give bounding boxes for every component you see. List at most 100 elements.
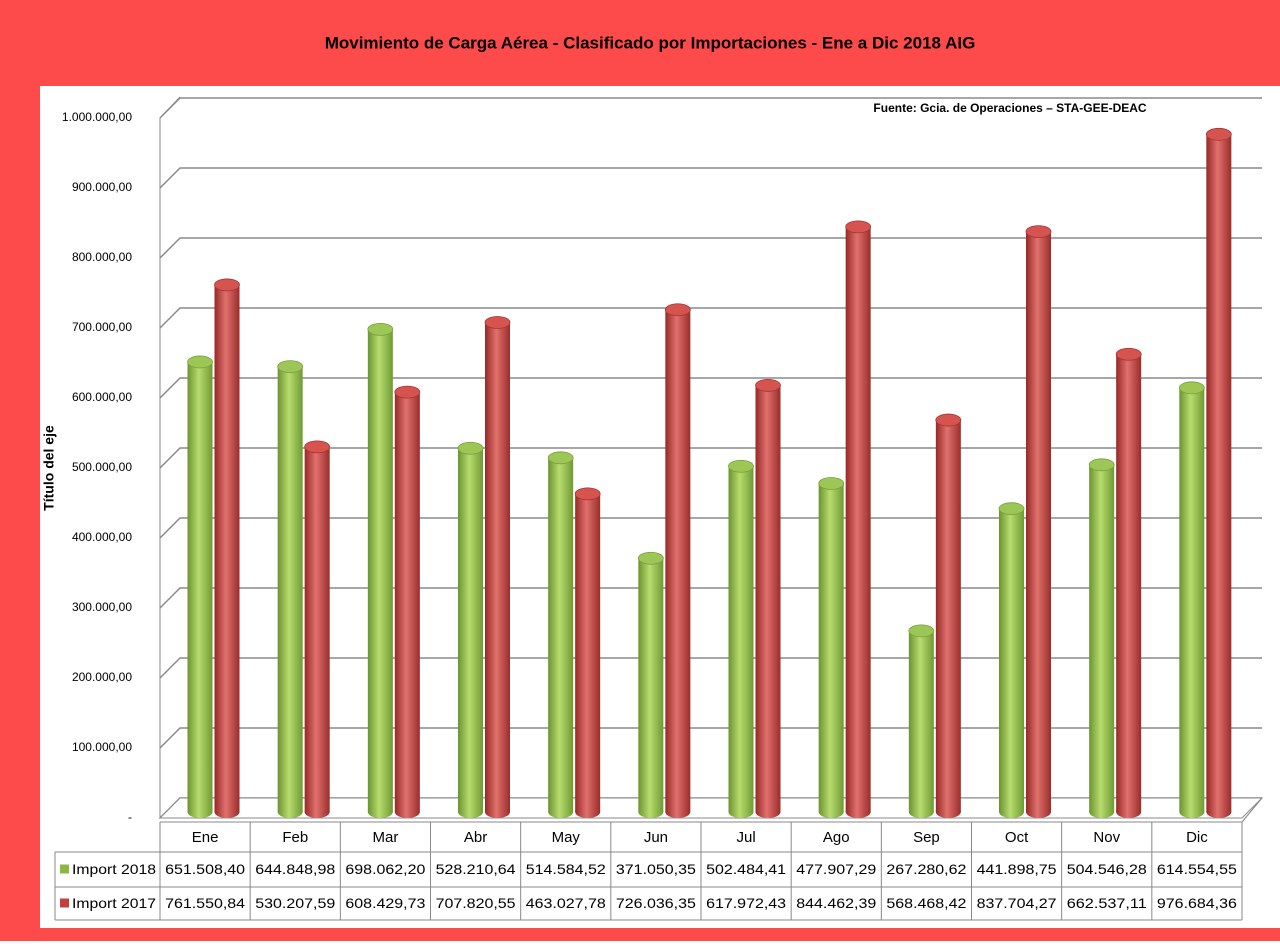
y-tick-label: - <box>128 810 132 824</box>
bar <box>755 385 781 812</box>
data-label: 530.207,59 <box>255 895 335 911</box>
bar-top <box>187 355 213 369</box>
bar <box>638 558 664 812</box>
bar-top <box>367 322 394 336</box>
bar <box>367 329 393 812</box>
data-label: 502.484,41 <box>706 861 786 877</box>
grid-line <box>159 447 1262 469</box>
bar-base <box>755 806 781 818</box>
bar <box>999 508 1024 812</box>
bar <box>1179 387 1205 812</box>
bar <box>1026 231 1051 813</box>
bar-top <box>1178 381 1205 395</box>
bar-top <box>1025 225 1052 239</box>
table-border <box>1241 797 1263 823</box>
bar <box>1089 464 1115 812</box>
bar-base <box>1026 806 1051 818</box>
bar <box>845 226 871 812</box>
bar-top <box>394 385 421 399</box>
data-label: 761.550,84 <box>165 895 245 911</box>
x-tick-label: Oct <box>1005 829 1029 846</box>
data-label: 504.546,28 <box>1067 861 1147 877</box>
grid-line <box>159 657 1262 679</box>
x-tick-label: Ene <box>192 829 219 846</box>
data-label: 514.584,52 <box>526 861 606 877</box>
bar-base <box>575 806 601 818</box>
bar-base <box>818 806 844 818</box>
x-tick-label: Jul <box>736 829 755 846</box>
bar-base <box>728 806 754 818</box>
bar <box>458 448 483 812</box>
data-label: 698.062,20 <box>345 861 425 877</box>
bar-base <box>1116 806 1142 818</box>
y-tick-label: 700.000,00 <box>72 320 132 334</box>
x-tick-label: Mar <box>372 829 398 846</box>
y-tick-label: 400.000,00 <box>72 530 132 544</box>
data-label: 267.280,62 <box>886 861 966 877</box>
bar-base <box>999 806 1024 818</box>
bar-base <box>1179 806 1205 818</box>
bar <box>818 483 844 812</box>
grid-line <box>159 97 1262 119</box>
grid-line <box>159 587 1262 609</box>
x-tick-label: Dic <box>1186 829 1208 846</box>
bar-base <box>548 806 574 818</box>
y-tick-label: 200.000,00 <box>72 670 132 684</box>
y-tick-label: 900.000,00 <box>72 180 132 194</box>
data-label: 617.972,43 <box>706 895 786 911</box>
data-label: 568.468,42 <box>886 895 966 911</box>
grid-line <box>159 307 1262 329</box>
bar-base <box>394 806 420 818</box>
bar-base <box>935 806 961 818</box>
x-tick-label: Ago <box>823 829 850 846</box>
y-tick-label: 500.000,00 <box>72 460 132 474</box>
data-label: 651.508,40 <box>165 861 245 877</box>
data-label: 371.050,35 <box>616 861 696 877</box>
bar-top <box>457 441 484 455</box>
legend-swatch <box>60 898 69 908</box>
bar <box>575 493 601 812</box>
x-tick-label: Jun <box>644 829 668 846</box>
bar-base <box>187 806 213 818</box>
data-label: 477.907,29 <box>796 861 876 877</box>
data-label: 608.429,73 <box>345 895 425 911</box>
bar-base <box>277 806 303 818</box>
bar-base <box>665 806 691 818</box>
data-label: 837.704,27 <box>977 895 1057 911</box>
bar-top <box>728 459 754 473</box>
bar-top <box>547 451 574 465</box>
legend-swatch <box>60 864 69 874</box>
grid-line <box>159 727 1262 749</box>
bar-top <box>908 624 935 638</box>
bar-base <box>638 806 664 818</box>
bar-top <box>755 379 781 392</box>
bar-top <box>1088 458 1115 472</box>
y-tick-label: 1.000.000,00 <box>62 110 132 124</box>
bar-base <box>908 806 934 818</box>
legend-label: Import 2018 <box>72 861 156 877</box>
bar <box>485 322 510 812</box>
chart-title: Movimiento de Carga Aérea - Clasificado … <box>325 33 976 52</box>
y-tick-label: 100.000,00 <box>72 740 132 754</box>
x-tick-label: May <box>552 829 581 846</box>
grid-line <box>159 167 1262 189</box>
x-tick-label: Nov <box>1093 829 1120 846</box>
grid-line <box>159 517 1262 539</box>
bar-top <box>664 303 691 317</box>
bar-top <box>998 502 1025 516</box>
bar-top <box>637 551 664 565</box>
y-tick-label: 600.000,00 <box>72 390 132 404</box>
bar-base <box>304 806 330 818</box>
bar-top <box>845 220 872 234</box>
bar-top <box>574 487 601 501</box>
bar-top <box>1205 127 1232 141</box>
grid-line <box>159 377 1262 399</box>
data-label: 463.027,78 <box>526 895 606 911</box>
grid-line <box>159 237 1262 259</box>
bar-top <box>277 360 304 374</box>
bar-base <box>214 806 240 818</box>
data-label: 441.898,75 <box>977 861 1057 877</box>
bar <box>1116 354 1142 812</box>
bar <box>728 466 754 812</box>
